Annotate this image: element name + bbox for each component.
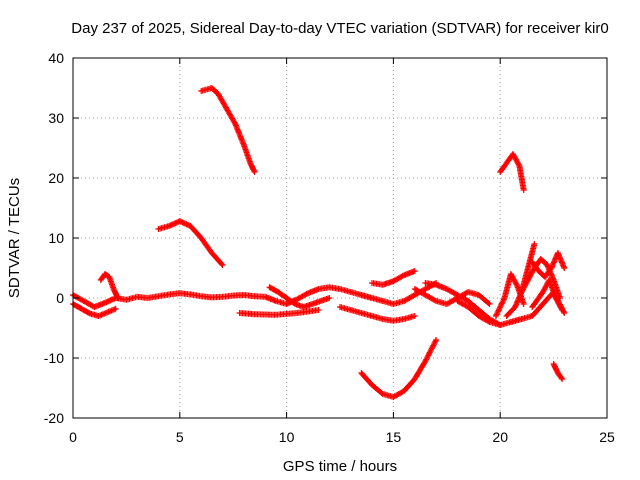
series-arc-22h-drop	[529, 277, 566, 313]
series-arc-low-band	[236, 307, 322, 318]
point-markers	[70, 290, 290, 310]
series-arc-15h-down	[337, 304, 418, 324]
chart-title: Day 237 of 2025, Sidereal Day-to-day VTE…	[71, 20, 608, 37]
x-axis-title: GPS time / hours	[283, 458, 397, 475]
point-markers	[497, 151, 527, 193]
y-tick-label: 0	[56, 290, 64, 306]
point-markers	[529, 277, 566, 313]
x-tick-label: 10	[279, 429, 295, 445]
y-tick-label: 30	[48, 110, 64, 126]
series-arc-22h	[529, 250, 568, 280]
x-tick-label: 15	[386, 429, 402, 445]
y-tick-label: 40	[48, 50, 64, 66]
series-arc-23	[497, 151, 527, 193]
y-tick-label: 10	[48, 230, 64, 246]
y-axis-title: SDTVAR / TECUs	[6, 178, 23, 298]
series-arc-15low	[358, 337, 440, 400]
y-tick-label: -20	[44, 410, 64, 426]
grid-lines	[73, 58, 607, 418]
point-markers	[155, 218, 226, 268]
y-tick-label: 20	[48, 170, 64, 186]
point-markers	[358, 337, 440, 400]
point-markers	[369, 268, 418, 288]
x-tick-label: 5	[176, 429, 184, 445]
series-arc-small-hump	[97, 271, 121, 301]
series-arc-22low	[550, 361, 566, 382]
point-markers	[236, 307, 322, 318]
x-tick-labels: 0 5 10 15 20 25	[69, 429, 615, 445]
x-tick-label: 25	[599, 429, 615, 445]
x-tick-label: 20	[492, 429, 508, 445]
series-arc-12	[155, 218, 226, 268]
axis-ticks	[72, 57, 608, 419]
x-tick-label: 0	[69, 429, 77, 445]
point-markers	[337, 304, 418, 324]
y-tick-labels: -20 -10 0 10 20 30 40	[44, 50, 64, 426]
y-tick-label: -10	[44, 350, 64, 366]
point-markers	[266, 284, 333, 310]
point-markers	[198, 85, 258, 175]
series-arc-main-a	[70, 290, 290, 310]
point-markers	[529, 250, 568, 280]
series-arc-main-d	[266, 284, 333, 310]
series-arc-34	[198, 85, 258, 175]
point-markers	[550, 361, 566, 382]
point-markers	[97, 271, 121, 301]
data-points	[70, 85, 568, 400]
series-arc-15h-up	[369, 268, 418, 288]
